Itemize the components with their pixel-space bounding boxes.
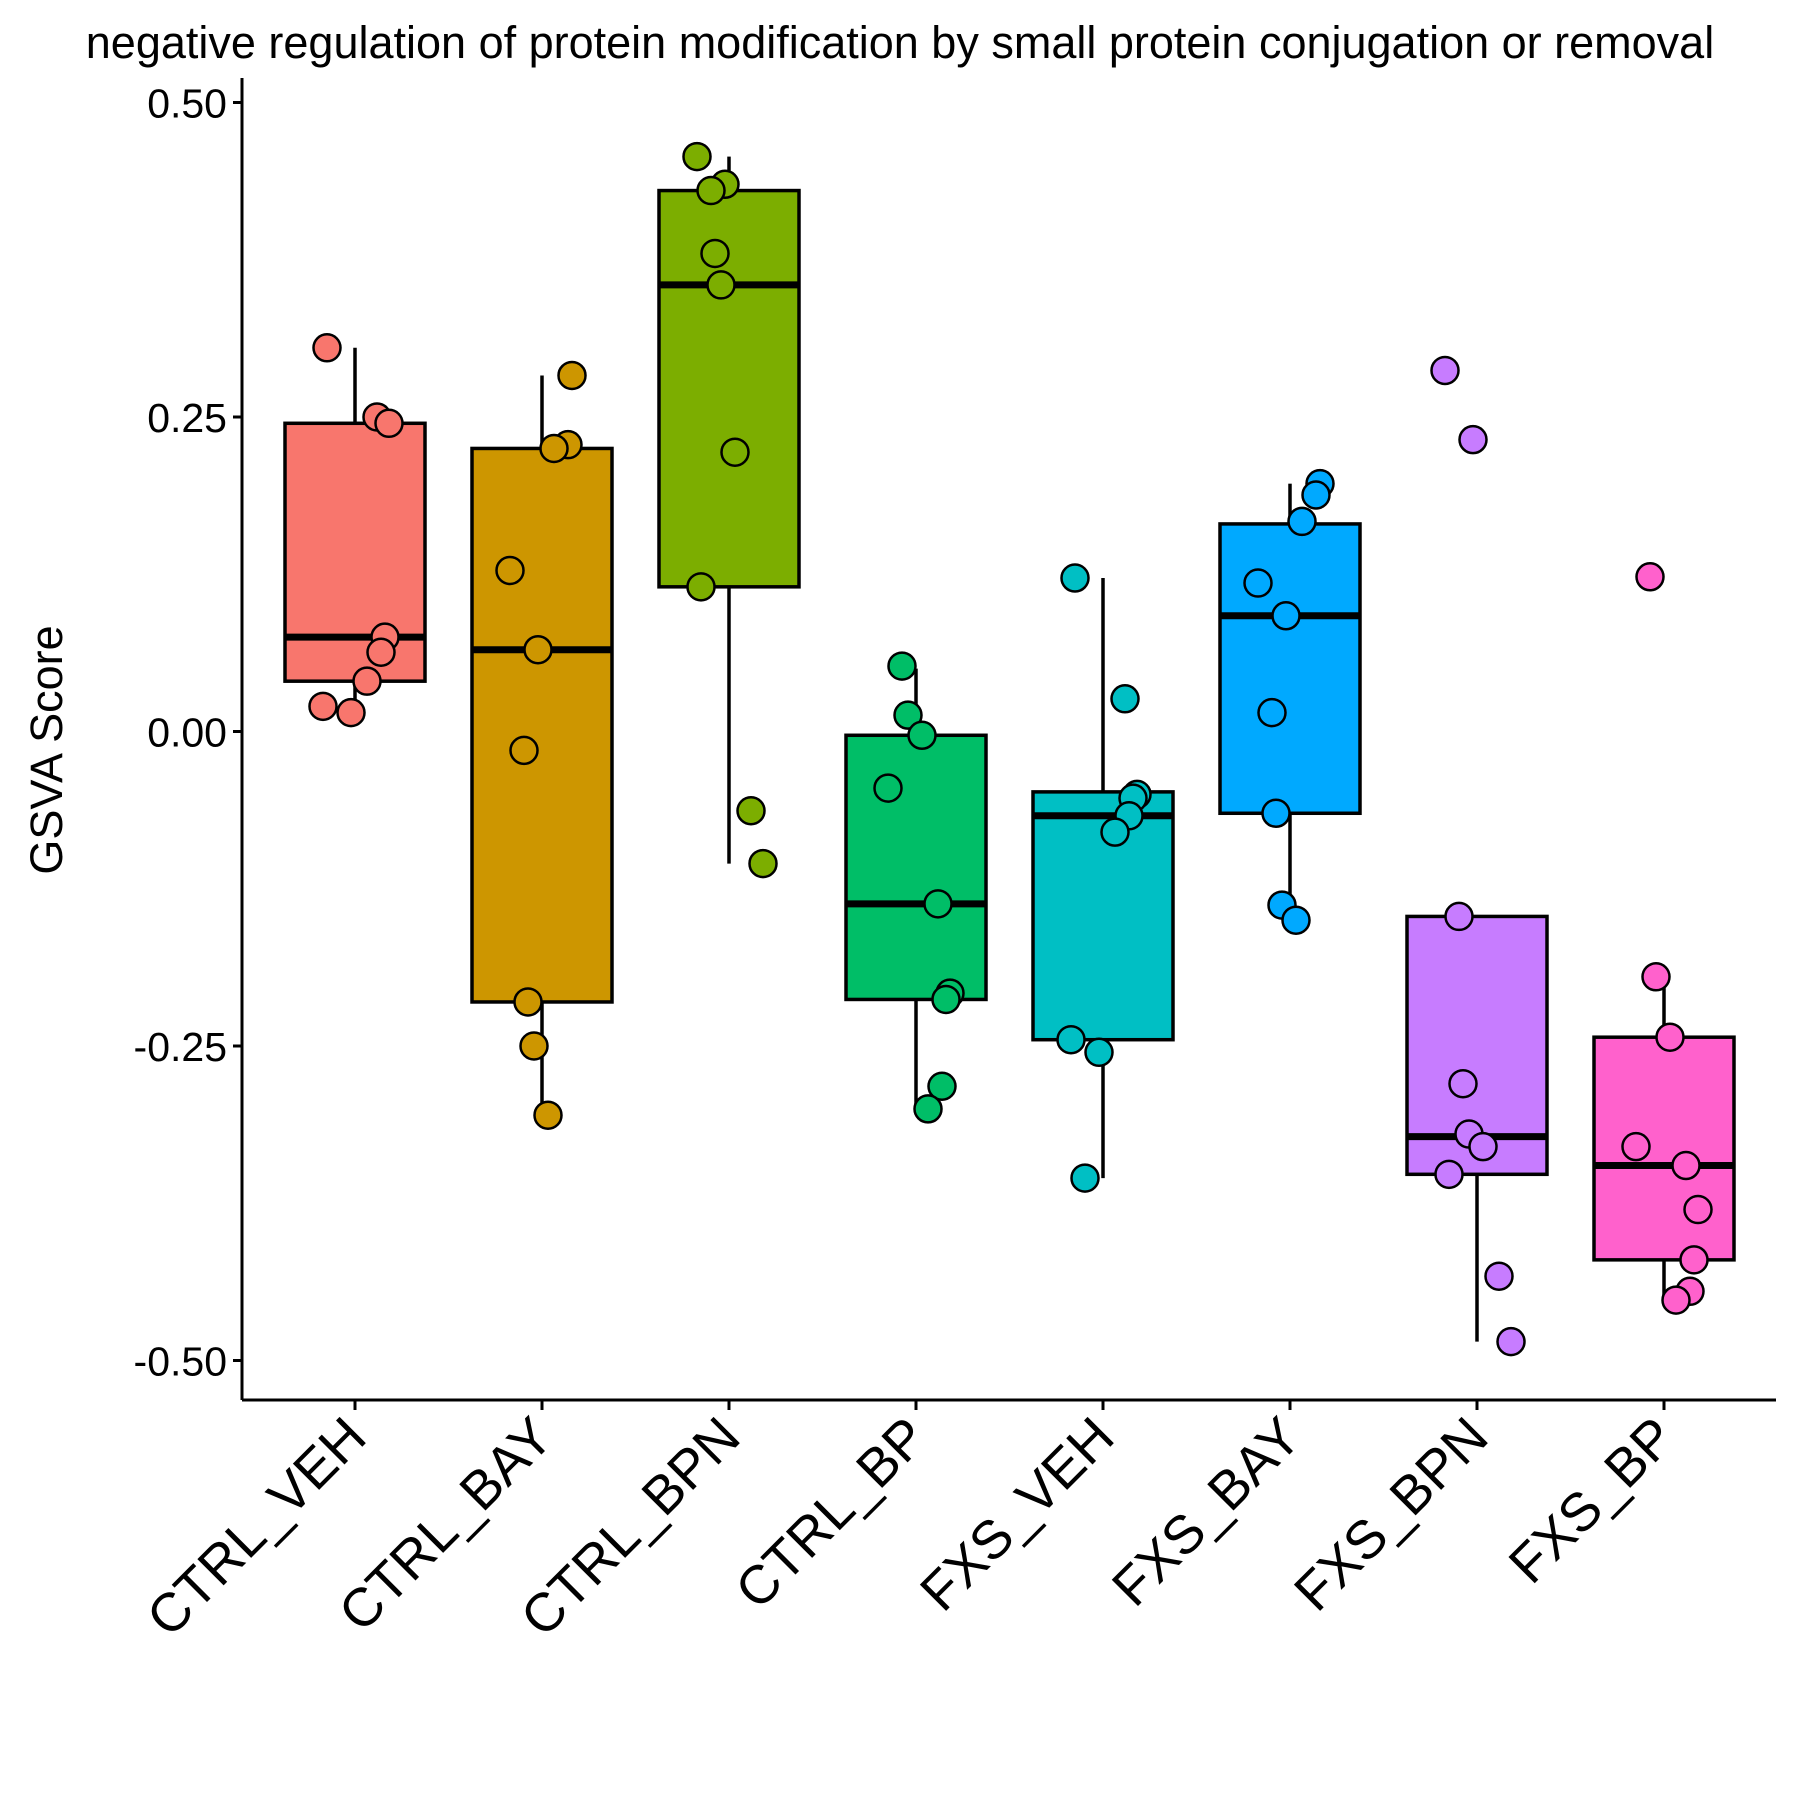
data-point — [509, 735, 539, 766]
data-point — [873, 773, 903, 803]
data-point — [308, 691, 338, 722]
data-point — [700, 238, 730, 269]
data-point — [1655, 1022, 1685, 1052]
box-ctrl-bp — [844, 733, 988, 1002]
x-tick-label: CTRL_BP — [724, 1406, 938, 1620]
x-tick-label: FXS_BPN — [1283, 1406, 1499, 1622]
x-tick-label: FXS_BAY — [1101, 1406, 1313, 1618]
data-point — [923, 889, 953, 919]
chart-title: negative regulation of protein modificat… — [86, 17, 1714, 68]
data-point — [931, 984, 961, 1015]
data-point — [1261, 798, 1291, 829]
y-tick-label: -0.25 — [134, 1024, 227, 1070]
data-point — [1661, 1285, 1691, 1315]
data-point — [495, 555, 525, 586]
data-point — [706, 270, 736, 300]
data-point — [1635, 562, 1665, 592]
y-tick-label: 0.50 — [147, 81, 227, 127]
data-point — [1448, 1068, 1478, 1099]
data-point — [887, 651, 917, 681]
data-point — [1683, 1194, 1713, 1225]
data-point — [696, 175, 726, 206]
data-point — [533, 1100, 563, 1130]
data-point — [720, 437, 750, 467]
data-point — [1084, 1037, 1114, 1068]
data-point — [539, 433, 569, 464]
data-point — [748, 848, 778, 879]
data-point — [682, 141, 712, 172]
data-point — [1434, 1159, 1464, 1190]
box-ctrl-veh — [283, 421, 427, 683]
data-point — [312, 333, 342, 363]
data-point — [1468, 1131, 1498, 1162]
y-axis-label: GSVA Score — [21, 625, 72, 874]
data-point — [1110, 684, 1140, 714]
y-tick-label: -0.50 — [134, 1339, 227, 1385]
data-point — [1641, 962, 1671, 992]
data-point — [736, 796, 766, 826]
data-point — [366, 637, 396, 667]
data-point — [1430, 355, 1460, 386]
data-point — [1484, 1261, 1514, 1291]
data-point — [686, 572, 716, 602]
x-tick-label: FXS_VEH — [909, 1406, 1125, 1622]
data-point — [1671, 1150, 1701, 1181]
box-fxs-bp — [1592, 1035, 1736, 1262]
y-tick-label: 0.00 — [147, 710, 227, 756]
box-layer — [283, 156, 1736, 1342]
point-layer — [308, 141, 1713, 1357]
data-point — [927, 1071, 957, 1102]
data-point — [1496, 1326, 1526, 1357]
data-point — [893, 700, 923, 730]
data-point — [1301, 480, 1331, 510]
data-point — [1060, 563, 1090, 593]
data-point — [523, 634, 553, 665]
data-point — [913, 1094, 943, 1124]
data-point — [519, 1031, 549, 1061]
data-point — [1458, 424, 1488, 455]
data-point — [513, 987, 543, 1017]
data-point — [1271, 601, 1301, 631]
data-point — [1070, 1163, 1100, 1193]
box-fxs-bay — [1218, 522, 1362, 816]
x-tick-label: FXS_BP — [1498, 1406, 1687, 1595]
data-point — [1257, 697, 1287, 728]
data-point — [352, 666, 382, 696]
data-point — [336, 697, 366, 728]
box-ctrl-bay — [470, 446, 614, 1004]
data-point — [1287, 506, 1317, 537]
data-point — [1056, 1024, 1086, 1055]
data-point — [1100, 817, 1130, 847]
data-point — [907, 720, 937, 751]
data-point — [1243, 568, 1273, 598]
data-point — [374, 408, 404, 439]
data-point — [1621, 1131, 1651, 1162]
y-tick-label: 0.25 — [147, 395, 227, 441]
data-point — [1444, 901, 1474, 932]
data-point — [1281, 905, 1311, 935]
data-point — [557, 360, 587, 391]
data-point — [1679, 1245, 1709, 1275]
